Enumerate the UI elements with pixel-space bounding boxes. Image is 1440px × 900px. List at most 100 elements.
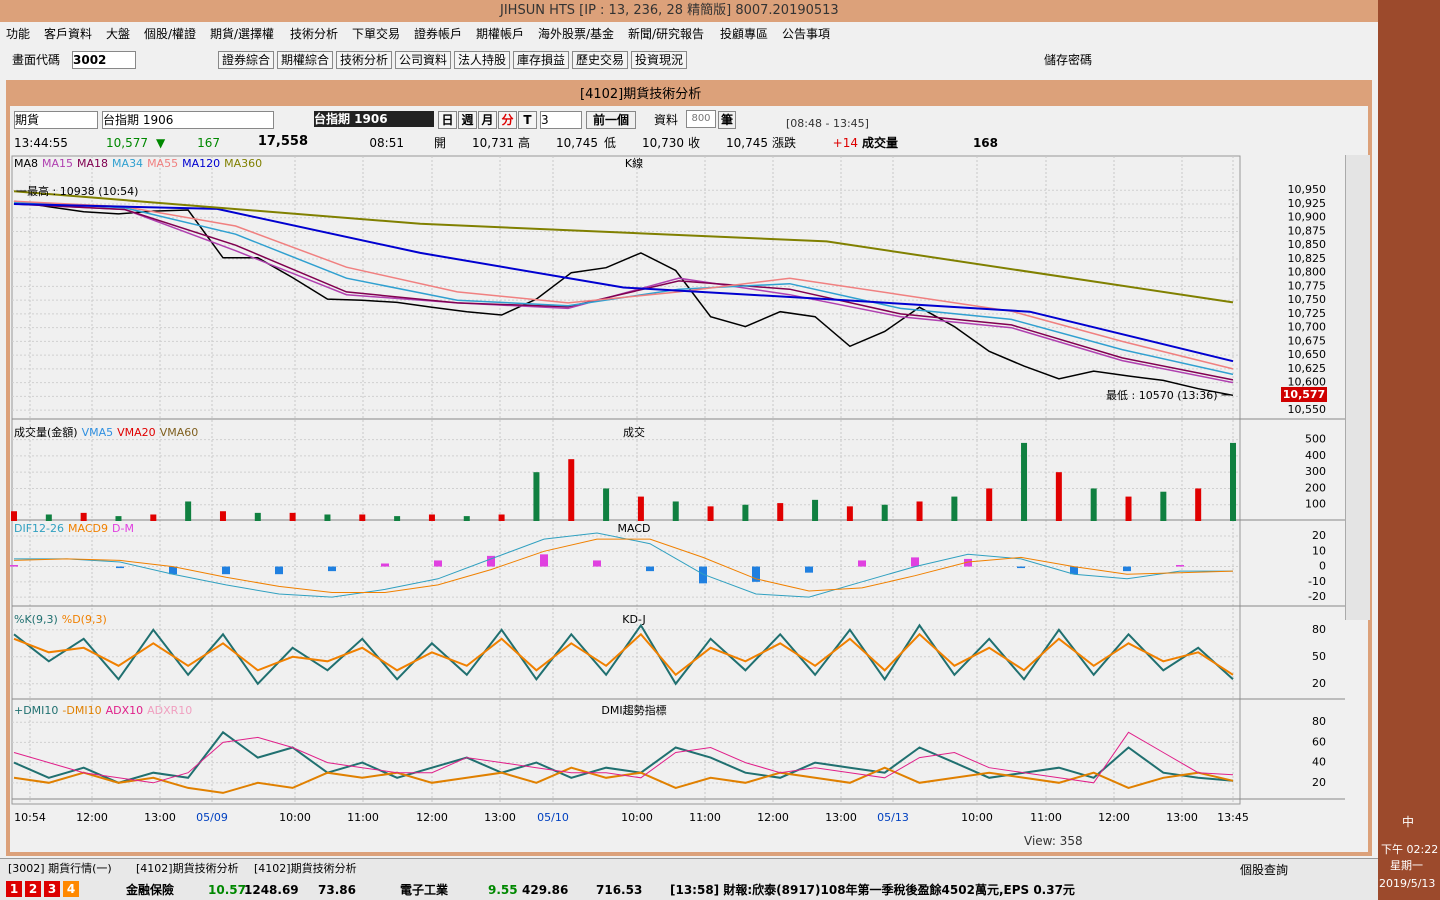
volume-bar — [359, 514, 366, 521]
menu-item[interactable]: 客戶資料 — [44, 27, 93, 41]
menu-item[interactable]: 技術分析 — [290, 27, 339, 41]
series-line — [13, 538, 1234, 593]
quote-arrow: ▼ — [156, 136, 166, 150]
time-label: 10:00 — [961, 811, 993, 824]
page-button[interactable]: 4 — [63, 881, 79, 897]
interval-select[interactable]: 3 — [540, 111, 582, 129]
drawing-tools — [1345, 155, 1370, 620]
menu-item[interactable]: 個股/權證 — [144, 27, 197, 41]
tab[interactable]: [4102]期貨技術分析 — [254, 862, 357, 875]
legend-entry: -DMI10 — [62, 704, 101, 717]
page-button[interactable]: 3 — [44, 881, 60, 897]
toolbar-button[interactable]: 技術分析 — [336, 51, 392, 69]
data-label: 資料 — [654, 113, 679, 127]
market-select[interactable]: 期貨 — [14, 111, 98, 129]
time-label: 12:00 — [76, 811, 108, 824]
prev-button[interactable]: 前一個 — [586, 111, 636, 129]
volume-bar — [254, 512, 261, 521]
legend-entry: MA18 — [77, 157, 108, 170]
menu-item[interactable]: 期權帳戶 — [476, 27, 525, 41]
volume-bar — [115, 516, 122, 521]
volume-bar — [324, 514, 331, 521]
volume-bar — [846, 506, 853, 521]
time-label: 13:00 — [1166, 811, 1198, 824]
volume-bar — [1160, 491, 1167, 521]
menu-item[interactable]: 投顧專區 — [720, 27, 769, 41]
macd-histogram — [1017, 566, 1025, 569]
legend-entry: +DMI10 — [14, 704, 58, 717]
macd-histogram — [434, 560, 442, 567]
legend-entry: ADX10 — [106, 704, 144, 717]
period-button[interactable]: 月 — [478, 111, 497, 129]
menu-item[interactable]: 下單交易 — [352, 27, 401, 41]
legend-entry: D-M — [112, 522, 134, 535]
clock-time: 下午 02:22 — [1381, 843, 1439, 856]
stock-query[interactable]: 個股查詢 — [1240, 863, 1289, 877]
toolbar-button[interactable]: 期權綜合 — [277, 51, 333, 69]
quote-price: 10,577 — [106, 136, 148, 150]
macd-histogram — [1123, 566, 1131, 572]
series-line — [13, 203, 1234, 381]
time-label: 05/09 — [196, 811, 228, 824]
tab[interactable]: [3002] 期貨行情(一) — [8, 862, 112, 875]
y-tick-label: 40 — [1312, 756, 1326, 769]
y-tick-label: 80 — [1312, 715, 1326, 728]
volume-bar — [1125, 496, 1132, 521]
quote-time: 13:44:55 — [14, 136, 68, 150]
macd-histogram — [10, 565, 18, 567]
window-title: JIHSUN HTS [IP : 13, 236, 28 精簡版] 8007.2… — [500, 3, 839, 18]
menu-item[interactable]: 證券帳戶 — [414, 27, 463, 41]
y-tick-label: 500 — [1305, 433, 1326, 446]
toolbar-button[interactable]: 法人持股 — [454, 51, 510, 69]
clock-day: 星期一 — [1390, 859, 1423, 872]
period-button[interactable]: 分 — [498, 111, 517, 129]
volume-bar — [637, 496, 644, 521]
view-count: View: 358 — [1024, 834, 1083, 848]
tab[interactable]: [4102]期貨技術分析 — [136, 862, 239, 875]
toolbar-button[interactable]: 證券綜合 — [218, 51, 274, 69]
series-line — [13, 200, 1234, 370]
volume-bar — [881, 504, 888, 521]
menu-item[interactable]: 海外股票/基金 — [538, 27, 615, 41]
macd-histogram — [805, 566, 813, 573]
contract-select[interactable]: 台指期 1906 — [102, 111, 274, 129]
panel-title: 成交 — [623, 425, 645, 439]
y-tick-label: 10,650 — [1288, 348, 1327, 361]
period-button[interactable]: 日 — [438, 111, 457, 129]
legend-entry: VMA60 — [160, 426, 199, 439]
toolbar-button[interactable]: 投資現況 — [631, 51, 687, 69]
menu-item[interactable]: 公告事項 — [782, 27, 831, 41]
legend-entry: MA360 — [224, 157, 262, 170]
code-input[interactable]: 3002 — [72, 51, 136, 69]
period-button[interactable]: T — [518, 111, 537, 129]
menu-item[interactable]: 大盤 — [106, 27, 131, 41]
save-password[interactable]: 儲存密碼 — [1044, 53, 1093, 67]
volume-bar — [672, 501, 679, 521]
clock-date: 2019/5/13 — [1379, 877, 1436, 890]
macd-histogram — [1070, 566, 1078, 575]
menu-item[interactable]: 功能 — [6, 27, 31, 41]
volume-bar — [1195, 488, 1202, 521]
toolbar-button[interactable]: 庫存損益 — [513, 51, 569, 69]
page-button[interactable]: 1 — [6, 881, 22, 897]
toolbar-button[interactable]: 歷史交易 — [572, 51, 628, 69]
volume-bar — [11, 511, 17, 521]
y-tick-label: 20 — [1312, 776, 1326, 789]
low-label: 低 — [604, 136, 617, 150]
time-label: 05/13 — [877, 811, 909, 824]
volume-bar — [289, 512, 296, 521]
status-area — [0, 858, 1378, 900]
y-tick-label: 10,850 — [1288, 238, 1327, 251]
news-ticker: [13:58] 財報:欣泰(8917)108年第一季稅後盈餘4502萬元,EPS… — [670, 883, 1075, 897]
toolbar-button[interactable]: 公司資料 — [395, 51, 451, 69]
page-button[interactable]: 2 — [25, 881, 41, 897]
period-button[interactable]: 週 — [458, 111, 477, 129]
macd-histogram — [752, 566, 760, 582]
low-annotation: 最低 : 10570 (13:36) 一 — [1106, 389, 1232, 402]
close-label: 收 — [688, 136, 701, 150]
sector-value: 10.57 — [208, 883, 246, 897]
menu-item[interactable]: 新聞/研究報告 — [628, 27, 705, 41]
volume-bar — [185, 501, 192, 521]
menu-item[interactable]: 期貨/選擇權 — [210, 27, 275, 41]
